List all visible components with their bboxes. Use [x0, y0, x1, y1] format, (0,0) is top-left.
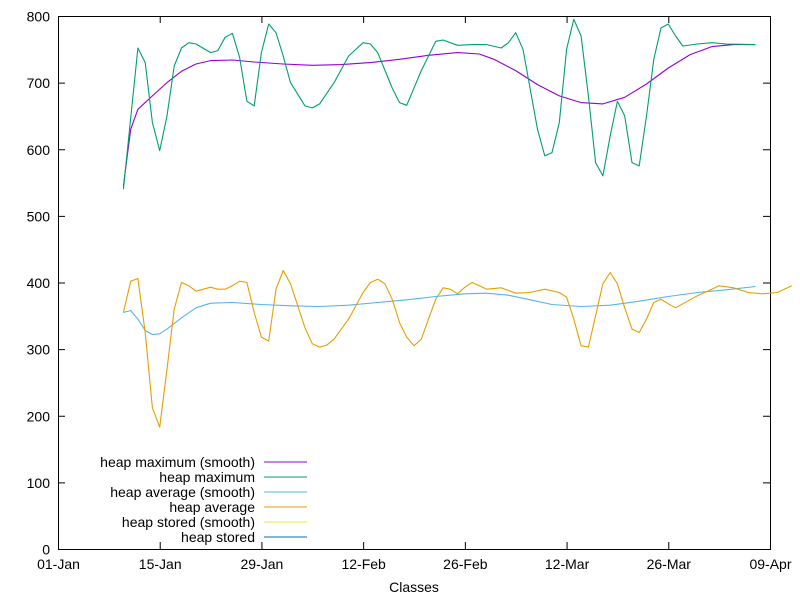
series-line-0: [122, 44, 756, 186]
series-line-1: [122, 18, 756, 190]
x-tick-label: 09-Apr: [749, 556, 791, 572]
legend-label: heap average: [169, 499, 255, 515]
x-tick-label: 12-Mar: [545, 556, 590, 572]
series-lines: [122, 18, 793, 428]
legend-label: heap stored: [181, 529, 255, 545]
y-axis: 0 100 200 300 400 500 600 700 800: [27, 9, 770, 558]
y-tick-label: 400: [27, 275, 51, 291]
legend-label: heap average (smooth): [110, 484, 255, 500]
y-tick-label: 200: [27, 408, 51, 424]
y-tick-label: 0: [42, 542, 50, 558]
legend-label: heap maximum (smooth): [100, 454, 255, 470]
x-tick-label: 01-Jan: [37, 556, 80, 572]
series-line-2: [123, 285, 756, 336]
x-tick-label: 15-Jan: [139, 556, 182, 572]
x-axis-label: Classes: [389, 579, 439, 595]
x-axis: 01-Jan 15-Jan 29-Jan 12-Feb 26-Feb 12-Mar 26-M…: [37, 16, 792, 572]
x-tick-label: 12-Feb: [341, 556, 386, 572]
y-tick-label: 500: [27, 208, 51, 224]
legend-label: heap maximum: [159, 469, 255, 485]
y-tick-label: 100: [27, 475, 51, 491]
x-tick-label: 26-Feb: [443, 556, 488, 572]
y-tick-label: 600: [27, 142, 51, 158]
series-line-3: [122, 269, 793, 428]
legend-label: heap stored (smooth): [122, 514, 255, 530]
x-tick-label: 26-Mar: [647, 556, 692, 572]
x-tick-label: 29-Jan: [241, 556, 284, 572]
y-tick-label: 700: [27, 75, 51, 91]
y-tick-label: 300: [27, 342, 51, 358]
y-tick-label: 800: [27, 9, 51, 25]
